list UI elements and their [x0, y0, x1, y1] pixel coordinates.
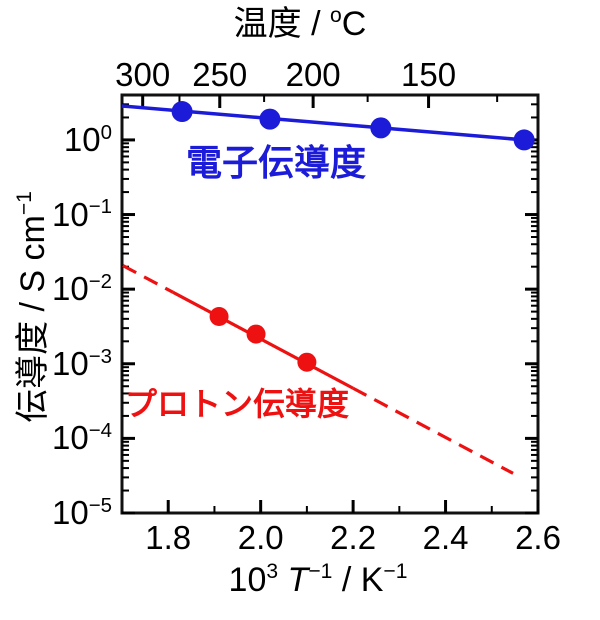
x-tick-label: 2.6: [515, 519, 561, 556]
superscript-text: −2: [88, 269, 112, 293]
data-point-electronic: [513, 129, 535, 151]
y-tick-label: 10−5: [51, 493, 112, 531]
superscript-text: −1: [383, 560, 408, 584]
label-text: 伝導度 / S cm: [14, 215, 52, 423]
y-tick-label: 10−4: [51, 418, 112, 457]
top-tick-label: 250: [192, 56, 248, 93]
data-point-electronic: [259, 108, 281, 130]
x-tick-label: 2.0: [237, 519, 284, 556]
superscript-text: −3: [88, 344, 112, 368]
x-tick-label: 2.2: [330, 519, 377, 556]
label-text: T: [287, 561, 309, 599]
label-text: [278, 561, 287, 599]
plot-frame: [120, 93, 540, 515]
series-proton-dashed-line: [122, 264, 174, 294]
superscript-text: −5: [88, 493, 112, 517]
x-axis-title: 103 T−1 / K−1: [228, 560, 408, 599]
y-tick-label: 10−2: [51, 269, 112, 307]
label-text: 10: [51, 493, 89, 531]
superscript-text: −1: [13, 191, 37, 216]
label-text: 10: [51, 344, 89, 382]
x-tick-label: 1.8: [145, 519, 192, 556]
top-tick-label: 200: [285, 56, 341, 93]
top-tick-label: 150: [401, 56, 457, 93]
top-axis-title: 温度 / oC: [233, 4, 367, 43]
y-tick-label: 100: [63, 120, 112, 158]
x-tick-label: 2.4: [422, 519, 469, 556]
label-text: 10: [51, 195, 89, 233]
data-point-proton: [246, 324, 266, 344]
top-tick-label: 300: [115, 56, 171, 93]
series-label-proton-conductivity: プロトン伝導度: [125, 386, 350, 422]
label-text: 10: [51, 419, 89, 457]
y-tick-label: 10−1: [51, 195, 112, 233]
y-tick-label: 10−3: [51, 344, 112, 382]
label-text: 温度 /: [233, 5, 331, 43]
label-text: 10: [51, 269, 89, 307]
series-label-electronic-conductivity: 電子伝導度: [186, 142, 367, 183]
series-proton: [122, 264, 514, 475]
label-text: 10: [228, 561, 267, 599]
superscript-text: 3: [266, 560, 279, 584]
superscript-text: −1: [308, 560, 333, 584]
label-text: / K: [332, 561, 384, 599]
data-point-electronic: [370, 117, 392, 139]
superscript-text: o: [330, 4, 342, 28]
superscript-text: −1: [88, 195, 112, 219]
data-point-electronic: [171, 101, 193, 123]
data-point-proton: [209, 307, 229, 327]
label-text: 10: [63, 120, 101, 158]
series-electronic: [121, 101, 535, 151]
label-text: C: [341, 5, 367, 43]
series-proton-dashed-line: [352, 386, 514, 475]
superscript-text: −4: [88, 418, 112, 442]
superscript-text: 0: [100, 120, 112, 144]
y-axis-title: 伝導度 / S cm−1: [13, 191, 52, 423]
data-point-proton: [297, 352, 317, 372]
